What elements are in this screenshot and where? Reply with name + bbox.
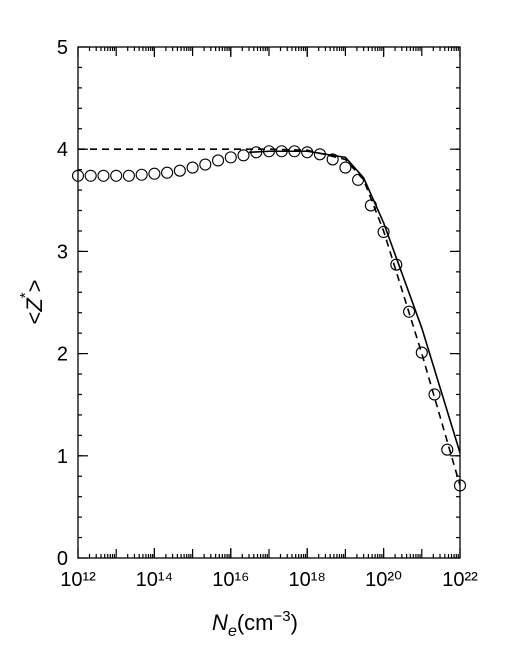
data-point bbox=[352, 173, 365, 186]
y-tick-label: 4 bbox=[57, 139, 68, 161]
line-series bbox=[78, 148, 461, 486]
data-point bbox=[122, 169, 135, 182]
y-tick-label: 3 bbox=[57, 241, 68, 263]
x-tick-label: 10¹² bbox=[60, 569, 96, 591]
x-label-unit: (cm bbox=[237, 610, 274, 635]
data-point bbox=[390, 258, 403, 271]
x-label-exponent: −3 bbox=[274, 608, 291, 625]
data-point bbox=[186, 161, 199, 174]
y-label-superscript: * bbox=[17, 292, 34, 298]
y-tick-label: 0 bbox=[57, 548, 68, 570]
data-point bbox=[428, 388, 441, 401]
y-tick-label: 5 bbox=[57, 37, 68, 59]
data-point bbox=[377, 225, 390, 239]
data-point bbox=[173, 164, 186, 177]
data-point bbox=[84, 169, 97, 182]
data-point bbox=[199, 158, 212, 171]
y-label-close: > bbox=[22, 279, 47, 292]
x-tick-label: 10²⁰ bbox=[365, 569, 402, 591]
plot-frame bbox=[77, 46, 461, 559]
x-label-subscript: e bbox=[228, 623, 237, 640]
data-point bbox=[250, 146, 263, 159]
data-point bbox=[224, 151, 237, 164]
data-point bbox=[415, 346, 428, 359]
x-axis-label: Ne(cm−3) bbox=[212, 608, 298, 640]
x-tick-label: 10²² bbox=[442, 569, 478, 591]
x-tick-label: 10¹⁶ bbox=[212, 569, 249, 591]
x-tick-label: 10¹⁸ bbox=[289, 569, 326, 591]
data-point bbox=[453, 479, 467, 492]
line-series bbox=[248, 150, 461, 453]
data-point bbox=[161, 166, 174, 179]
data-point bbox=[339, 161, 352, 174]
data-point bbox=[326, 153, 339, 166]
data-point bbox=[212, 154, 225, 167]
data-point bbox=[262, 145, 276, 158]
x-label-close: ) bbox=[291, 610, 298, 635]
data-point bbox=[237, 149, 250, 162]
data-point bbox=[148, 167, 161, 180]
data-point bbox=[288, 145, 301, 158]
data-point bbox=[275, 145, 288, 158]
data-point bbox=[97, 169, 110, 182]
y-axis-label: <Z*> bbox=[17, 279, 47, 324]
y-label-open: < bbox=[22, 312, 47, 325]
data-point bbox=[364, 199, 377, 212]
data-point bbox=[441, 443, 454, 456]
data-point bbox=[110, 169, 123, 182]
x-tick-label: 10¹⁴ bbox=[136, 569, 174, 591]
y-label-symbol: Z bbox=[22, 297, 47, 313]
y-tick-label: 1 bbox=[57, 446, 68, 468]
data-point bbox=[301, 146, 314, 159]
data-point bbox=[71, 169, 85, 182]
x-label-symbol: N bbox=[212, 610, 228, 635]
data-point bbox=[135, 168, 148, 181]
y-tick-label: 2 bbox=[57, 344, 68, 366]
data-point bbox=[403, 305, 416, 318]
data-point bbox=[313, 148, 326, 161]
